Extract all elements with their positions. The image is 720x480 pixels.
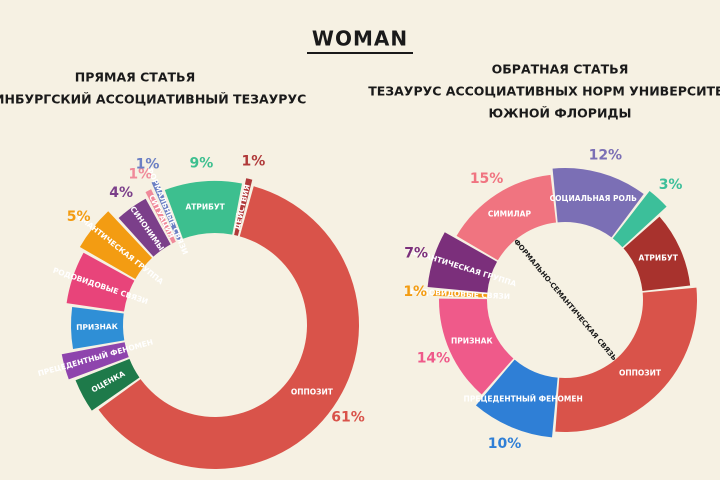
segment-label: ПРЕЦЕДЕНТНЫЙ ФЕНОМЕН	[464, 395, 583, 404]
segment-label: ОППОЗИТ	[619, 368, 662, 377]
segment-label: АТРИБУТ	[185, 202, 225, 211]
donut-segment	[151, 179, 182, 241]
value-label: 12%	[589, 148, 623, 164]
donut-segment	[66, 252, 135, 312]
value-label: 5%	[67, 209, 91, 225]
chart-title: ОБРАТНАЯ СТАТЬЯ	[492, 62, 629, 77]
value-label: 3%	[659, 177, 683, 193]
donut-segment	[164, 181, 242, 239]
value-label: 15%	[470, 171, 504, 187]
segment-label: ПРИЗНАК	[451, 336, 493, 345]
chart-subtitle: ЭДИНБУРГСКИЙ АССОЦИАТИВНЫЙ ТЕЗАУРУС	[0, 92, 306, 107]
segment-label: ПРИЗНАК	[76, 322, 119, 332]
value-label: 1%	[128, 167, 152, 183]
chart-title: ПРЯМАЯ СТАТЬЯ	[75, 70, 195, 85]
value-label: 1%	[136, 157, 160, 173]
segment-label: АТРИБУТ	[639, 254, 679, 263]
value-label: 61%	[331, 409, 365, 425]
donut-segment	[118, 198, 171, 257]
value-label: 10%	[488, 436, 522, 452]
segment-label: СОЦИАЛЬНАЯ РОЛЬ	[550, 194, 637, 203]
donut-segment	[623, 216, 691, 292]
donut-segment	[475, 359, 558, 438]
value-label: 1%	[403, 284, 427, 300]
donut-segment	[552, 167, 644, 238]
value-label: 7%	[404, 245, 428, 261]
donut-segment	[75, 358, 140, 411]
donut-segment	[433, 290, 488, 298]
donut-segment	[612, 190, 667, 248]
segment-label: ОППОЗИТ	[291, 387, 334, 396]
donut-segment	[438, 298, 514, 395]
value-label: 4%	[109, 185, 133, 201]
chart-subtitle: ТЕЗАУРУС АССОЦИАТИВНЫХ НОРМ УНИВЕРСИТЕТА	[368, 84, 720, 99]
donut-segment	[555, 287, 697, 432]
main-title: WOMAN	[312, 27, 408, 51]
donut-segment	[61, 342, 129, 380]
donut-segment	[234, 178, 253, 236]
segment-label: СИМИЛАР	[488, 209, 532, 218]
value-label: 14%	[417, 351, 451, 367]
donut-segment	[427, 232, 498, 293]
donut-segment	[98, 186, 359, 469]
chart-subtitle: ЮЖНОЙ ФЛОРИДЫ	[489, 106, 632, 121]
donut-segment	[79, 211, 153, 279]
value-label: 9%	[190, 156, 214, 172]
donut-segment	[145, 189, 176, 244]
value-label: 1%	[241, 153, 265, 169]
donut-segment	[456, 174, 557, 261]
donut-segment	[71, 306, 125, 350]
